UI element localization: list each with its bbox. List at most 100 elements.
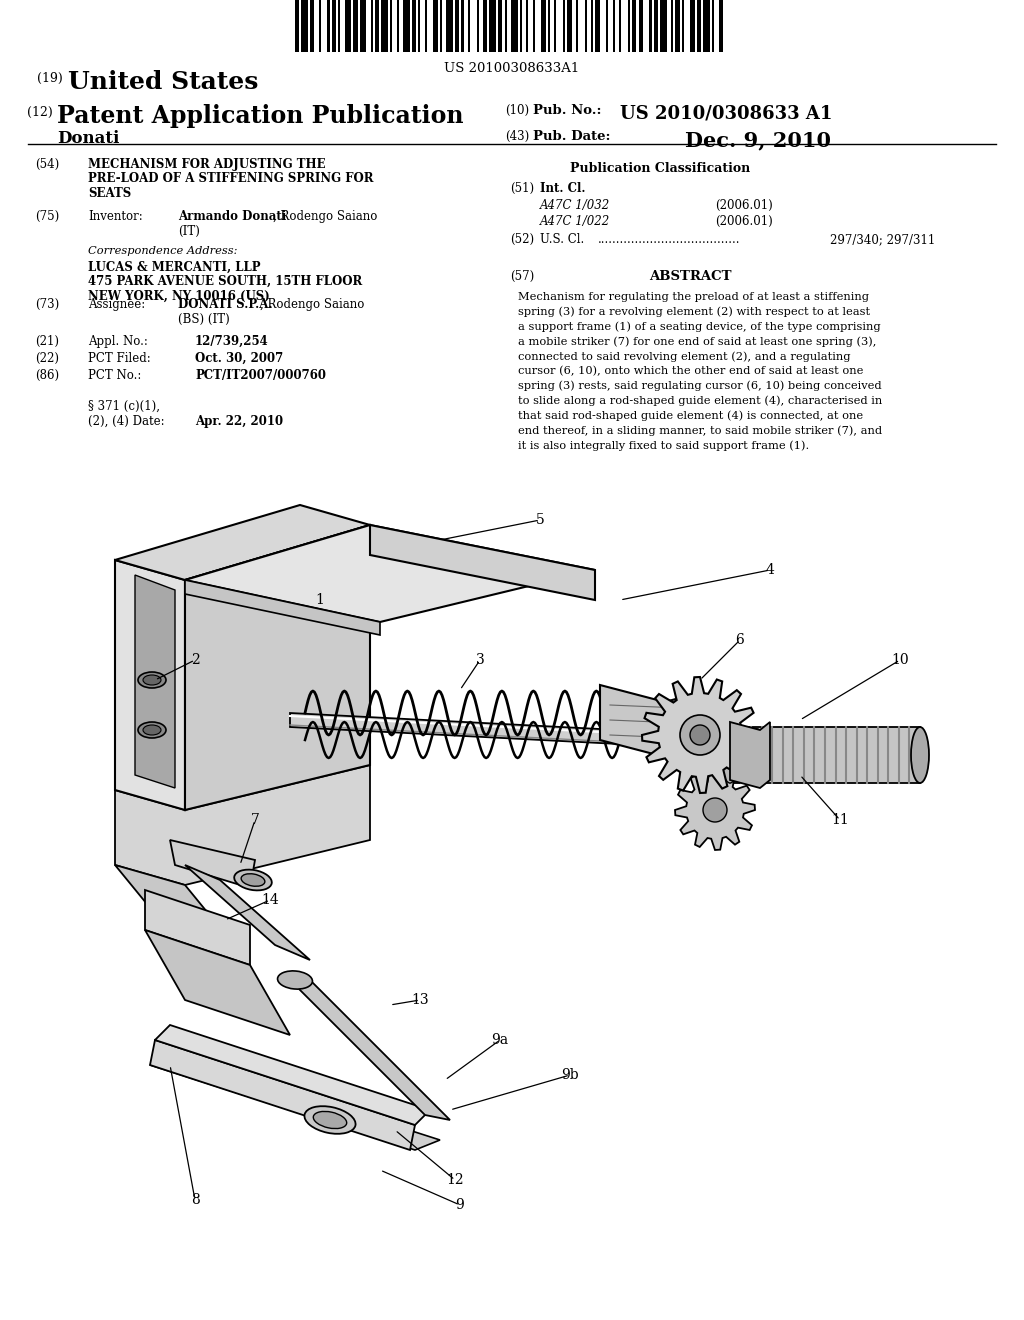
Bar [396, 0, 398, 51]
Bar [575, 0, 579, 51]
Text: LUCAS & MERCANTI, LLP: LUCAS & MERCANTI, LLP [88, 260, 260, 273]
Text: , Rodengo Saiano: , Rodengo Saiano [260, 298, 365, 312]
Text: ABSTRACT: ABSTRACT [649, 271, 731, 282]
Text: cursor (6, 10), onto which the other end of said at least one: cursor (6, 10), onto which the other end… [518, 366, 863, 376]
Polygon shape [675, 770, 755, 850]
Text: 9: 9 [456, 1199, 464, 1212]
Text: (12): (12) [27, 106, 53, 119]
Bar [353, 0, 357, 51]
Text: it is also integrally fixed to said support frame (1).: it is also integrally fixed to said supp… [518, 440, 809, 450]
Bar [433, 0, 437, 51]
Text: (2), (4) Date:: (2), (4) Date: [88, 414, 165, 428]
Text: NEW YORK, NY 10016 (US): NEW YORK, NY 10016 (US) [88, 289, 269, 302]
Polygon shape [145, 931, 290, 1035]
Bar [489, 0, 496, 51]
Bar [591, 0, 593, 51]
Polygon shape [170, 840, 255, 888]
Text: 12: 12 [446, 1173, 464, 1187]
Polygon shape [115, 506, 370, 579]
Circle shape [680, 715, 720, 755]
Text: A47C 1/022: A47C 1/022 [540, 215, 610, 228]
Text: Assignee:: Assignee: [88, 298, 145, 312]
Text: U.S. Cl.: U.S. Cl. [540, 234, 585, 246]
Bar [563, 0, 565, 51]
Text: 297/340; 297/311: 297/340; 297/311 [830, 234, 935, 246]
Text: (57): (57) [510, 271, 535, 282]
Bar [505, 0, 507, 51]
Text: 8: 8 [190, 1193, 200, 1206]
Circle shape [690, 725, 710, 744]
Polygon shape [145, 890, 250, 965]
Ellipse shape [278, 972, 312, 989]
Bar [660, 0, 667, 51]
Text: DONATI S.P.A.: DONATI S.P.A. [178, 298, 272, 312]
Ellipse shape [138, 672, 166, 688]
Text: A47C 1/032: A47C 1/032 [540, 198, 610, 211]
Text: SEATS: SEATS [88, 187, 131, 201]
Bar [682, 0, 684, 51]
Text: that said rod-shaped guide element (4) is connected, at one: that said rod-shaped guide element (4) i… [518, 411, 863, 421]
Bar [332, 0, 336, 51]
Text: 9a: 9a [492, 1034, 509, 1047]
Text: Dec. 9, 2010: Dec. 9, 2010 [685, 129, 831, 150]
Text: Inventor:: Inventor: [88, 210, 142, 223]
Bar [697, 0, 701, 51]
Bar [390, 0, 392, 51]
Text: (19): (19) [37, 73, 62, 84]
Bar [671, 0, 673, 51]
Text: 14: 14 [261, 894, 279, 907]
Bar [712, 0, 714, 51]
Text: 4: 4 [766, 564, 774, 577]
Text: United States: United States [68, 70, 258, 94]
Ellipse shape [304, 1106, 355, 1134]
Bar [520, 0, 522, 51]
Polygon shape [150, 1055, 440, 1150]
Text: to slide along a rod-shaped guide element (4), characterised in: to slide along a rod-shaped guide elemen… [518, 396, 883, 407]
Bar [595, 0, 600, 51]
Bar [511, 0, 517, 51]
Text: a support frame (1) of a seating device, of the type comprising: a support frame (1) of a seating device,… [518, 322, 881, 333]
Bar [462, 0, 464, 51]
Circle shape [703, 799, 727, 822]
Polygon shape [290, 713, 870, 756]
Text: (10): (10) [505, 104, 529, 117]
Bar [439, 0, 442, 51]
Ellipse shape [721, 727, 739, 783]
Text: , Rodengo Saiano: , Rodengo Saiano [273, 210, 378, 223]
Text: (22): (22) [35, 352, 59, 366]
Text: PCT Filed:: PCT Filed: [88, 352, 151, 366]
Bar [554, 0, 556, 51]
Text: 475 PARK AVENUE SOUTH, 15TH FLOOR: 475 PARK AVENUE SOUTH, 15TH FLOOR [88, 275, 362, 288]
FancyBboxPatch shape [730, 727, 920, 783]
Bar [468, 0, 470, 51]
Bar [295, 0, 299, 51]
Text: (52): (52) [510, 234, 535, 246]
Bar [446, 0, 453, 51]
Text: MECHANISM FOR ADJUSTING THE: MECHANISM FOR ADJUSTING THE [88, 158, 326, 172]
Bar [653, 0, 658, 51]
Text: 13: 13 [412, 993, 429, 1007]
Bar [338, 0, 340, 51]
Bar [567, 0, 571, 51]
Text: Apr. 22, 2010: Apr. 22, 2010 [195, 414, 283, 428]
Text: Mechanism for regulating the preload of at least a stiffening: Mechanism for regulating the preload of … [518, 292, 869, 302]
Polygon shape [155, 1026, 430, 1125]
Text: (51): (51) [510, 182, 535, 195]
Bar [649, 0, 651, 51]
Ellipse shape [138, 722, 166, 738]
Text: 5: 5 [536, 513, 545, 527]
Text: 2: 2 [190, 653, 200, 667]
Polygon shape [115, 560, 185, 810]
Text: Appl. No.:: Appl. No.: [88, 335, 147, 348]
Bar [381, 0, 388, 51]
Bar [310, 0, 314, 51]
Bar [483, 0, 487, 51]
Bar [620, 0, 622, 51]
Text: 3: 3 [475, 653, 484, 667]
Text: § 371 (c)(1),: § 371 (c)(1), [88, 400, 160, 413]
Text: (75): (75) [35, 210, 59, 223]
Text: connected to said revolving element (2), and a regulating: connected to said revolving element (2),… [518, 351, 851, 362]
Bar [455, 0, 459, 51]
Text: 11: 11 [831, 813, 849, 828]
Text: Publication Classification: Publication Classification [570, 162, 751, 176]
